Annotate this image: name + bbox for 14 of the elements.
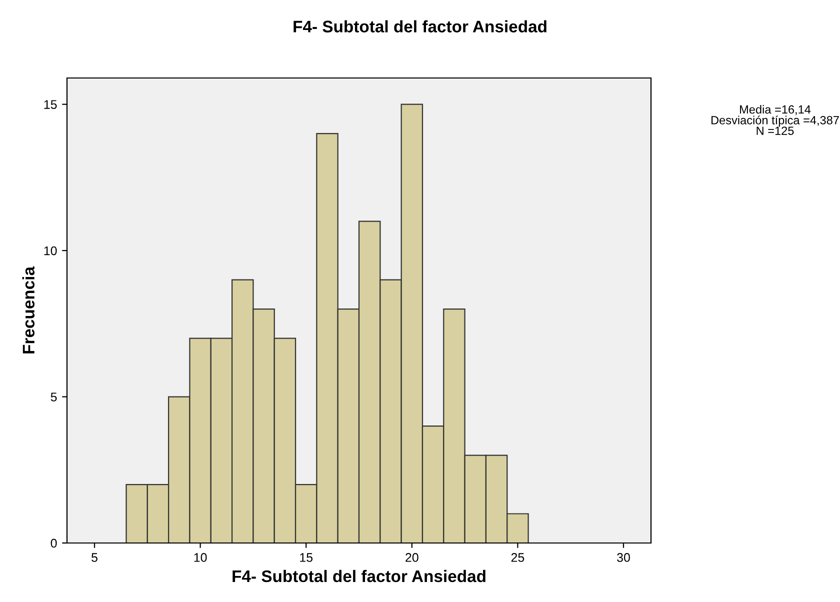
y-tick-label: 5 bbox=[50, 392, 57, 402]
y-tick-label: 10 bbox=[44, 246, 57, 256]
x-axis-title: F4- Subtotal del factor Ansiedad bbox=[232, 570, 486, 582]
text: Media =16,14 Desviación típica =4,387 N =125 bbox=[711, 105, 839, 135]
chart-title: F4- Subtotal del factor Ansiedad bbox=[294, 20, 546, 32]
x-tick-label: 15 bbox=[300, 553, 313, 562]
y-tick-label: 15 bbox=[44, 100, 57, 109]
x-tick-label: 20 bbox=[406, 553, 418, 562]
x-tick-label: 5 bbox=[92, 553, 98, 562]
x-tick-label: 30 bbox=[617, 553, 630, 562]
y-tick-label: 0 bbox=[50, 538, 57, 548]
x-tick-label: 25 bbox=[511, 553, 524, 562]
x-tick-label: 10 bbox=[194, 553, 207, 562]
y-axis-title: Frecuencia bbox=[22, 266, 35, 354]
